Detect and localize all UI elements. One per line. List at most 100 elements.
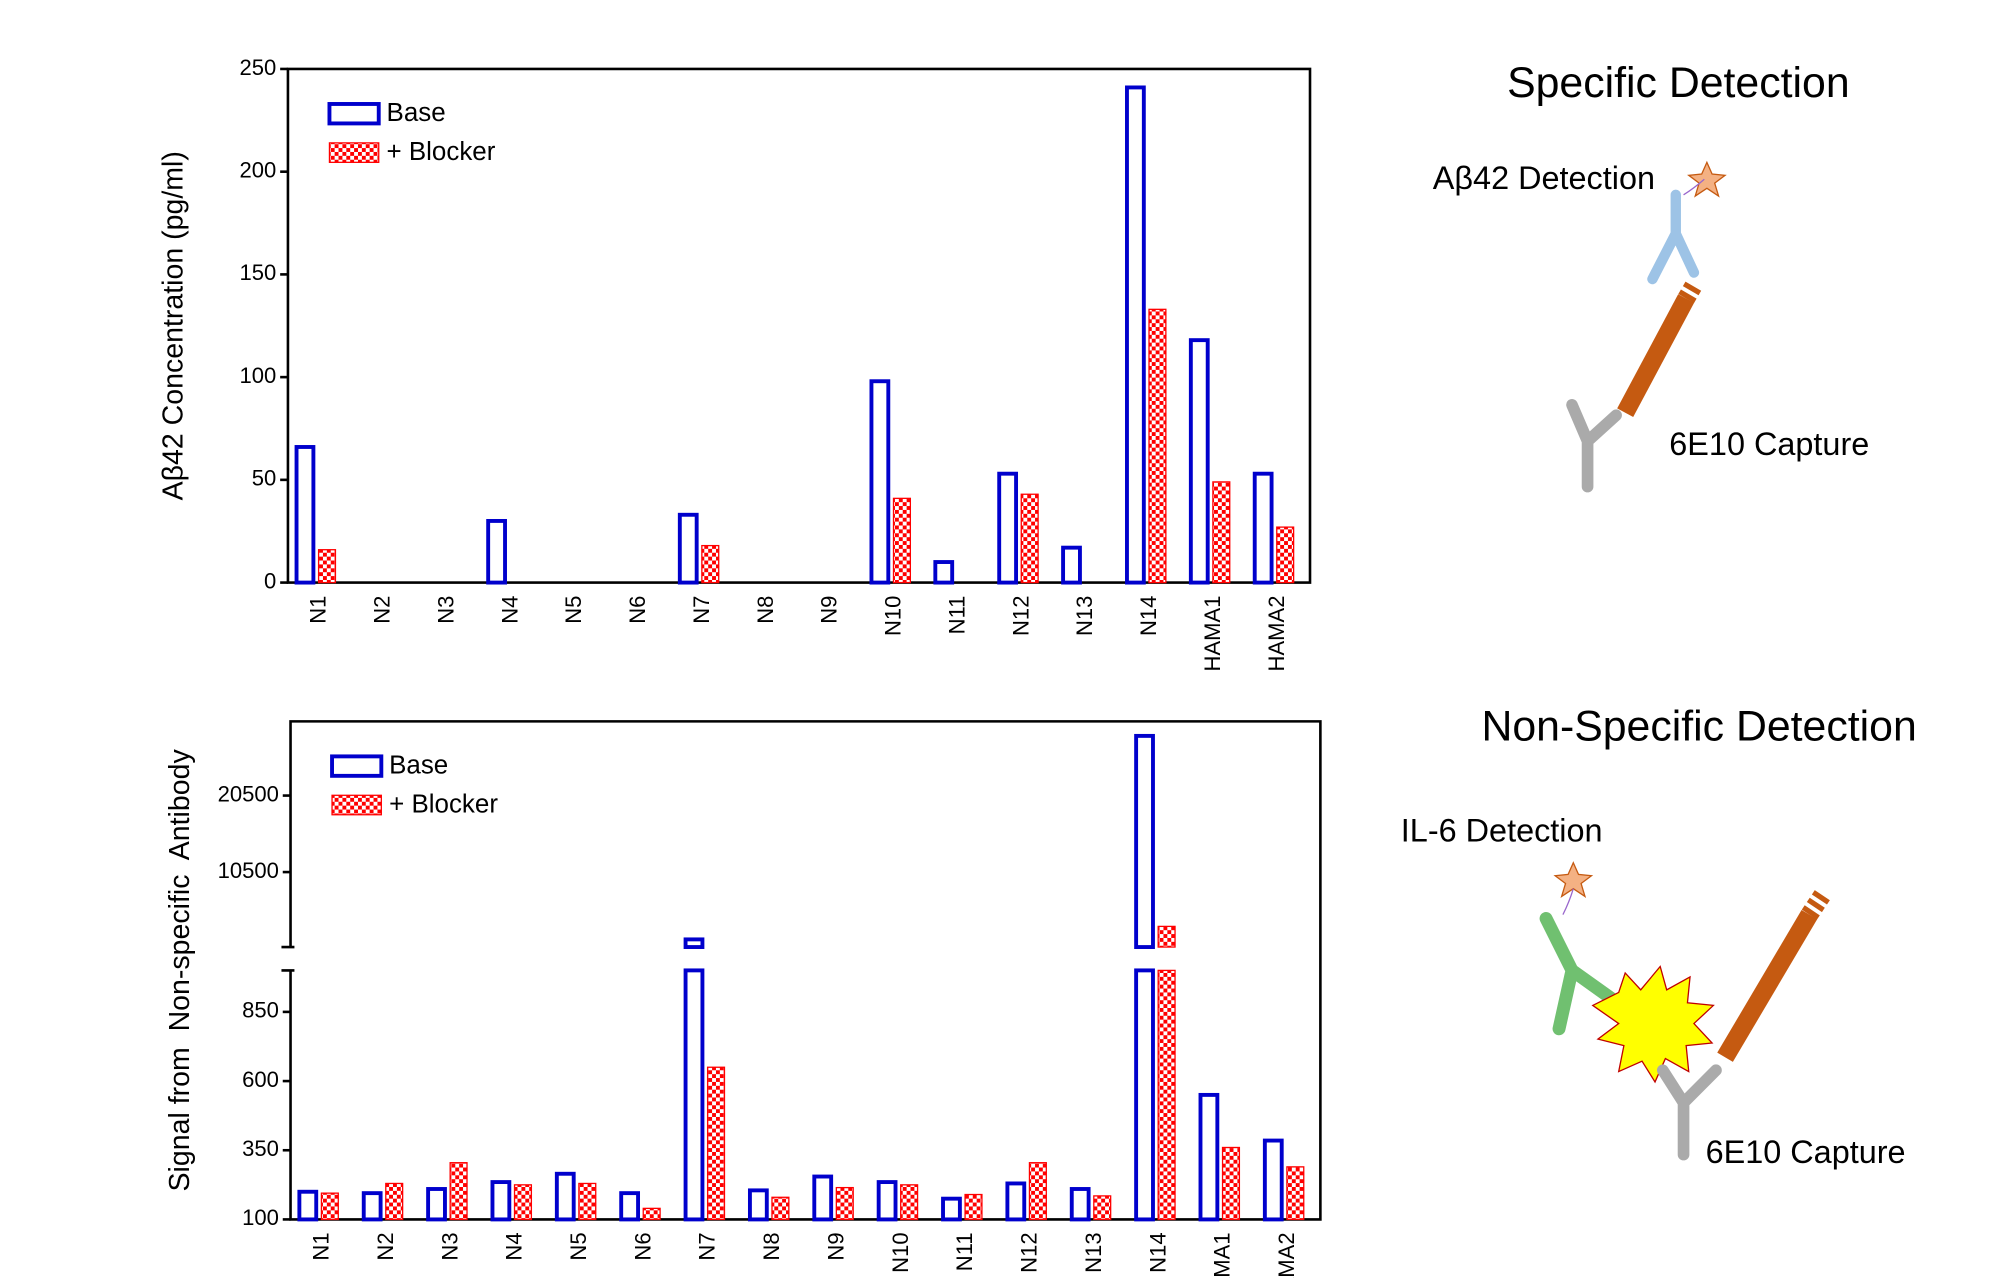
legend-label: + Blocker [387,138,496,166]
charts: 050100150200250Aβ42 Concentration (pg/ml… [158,55,1321,1278]
bar [1265,1141,1282,1220]
x-tick-label: N8 [753,596,778,624]
page: {"chart_data":[ {"type":"bar","y_label":… [0,0,2013,1278]
bar [680,515,697,583]
x-tick-label: N2 [370,596,395,624]
capture-label: 6E10 Capture [1706,1134,1906,1170]
bar [1029,1163,1046,1220]
y-tick-label: 200 [240,158,277,183]
bar [965,1195,982,1220]
bar [750,1190,767,1219]
x-tick-label: N12 [1008,596,1033,636]
x-tick-label: N5 [566,1232,591,1260]
y-tick-label: 100 [240,363,277,388]
y-axis-label: Aβ42 Concentration (pg/ml) [158,151,190,500]
bar [1191,340,1208,582]
bar [579,1183,596,1219]
diagram-title: Non-Specific Detection [1481,702,1916,750]
detection-antibody [1652,195,1694,279]
bar [492,1182,509,1219]
x-tick-label: N14 [1145,1232,1170,1272]
bar [1149,309,1166,582]
bar [879,1182,896,1219]
legend-swatch [332,795,381,814]
legend-swatch [332,756,381,775]
bar [999,474,1016,583]
interference-burst [1593,967,1714,1082]
x-tick-label: N4 [502,1232,527,1260]
y-tick-label: 10500 [218,858,279,883]
x-tick-label: N7 [689,596,714,624]
bar [686,970,703,1219]
rod-tip [1809,895,1822,914]
bar [686,939,703,947]
legend-label: Base [389,752,448,780]
label-star [1689,162,1725,196]
x-tick-label: N10 [888,1232,913,1272]
bar [1255,474,1272,583]
bar [772,1197,789,1219]
x-tick-label: N3 [433,596,458,624]
bar [893,498,910,582]
x-tick-label: N13 [1081,1232,1106,1272]
capture-rod [1625,299,1686,413]
bar [1158,970,1175,1219]
x-tick-label: N1 [306,596,331,624]
x-tick-label: N8 [759,1232,784,1260]
y-tick-label: 100 [242,1205,279,1230]
rod-tip [1686,283,1695,299]
y-tick-label: 50 [252,466,277,491]
bar [1200,1095,1217,1220]
bar [321,1193,338,1219]
bar [386,1183,403,1219]
bar [450,1163,467,1220]
capture-rod [1725,915,1809,1058]
bar [1136,736,1153,947]
bar [1063,548,1080,583]
bar [1223,1147,1240,1219]
y-tick-label: 350 [242,1136,279,1161]
bar [428,1189,445,1219]
legend-swatch [329,104,378,123]
detection-label: Aβ42 Detection [1433,160,1655,196]
x-tick-label: N9 [823,1232,848,1260]
bar [1277,527,1294,582]
capture-antibody [1572,405,1616,487]
y-axis-label: Signal from Non-specific Antibody [164,749,196,1192]
bar [364,1193,381,1219]
bar [901,1185,918,1220]
bar [1007,1183,1024,1219]
bar [297,447,314,583]
bar [1072,1189,1089,1219]
bar [1213,482,1230,583]
legend-swatch [329,143,378,162]
label-star [1555,863,1591,897]
x-tick-label: HAMA1 [1200,596,1225,672]
x-tick-label: N9 [817,596,842,624]
axis-break [281,947,294,970]
x-tick-label: N11 [944,596,969,635]
capture-label: 6E10 Capture [1669,426,1869,462]
y-tick-label: 250 [240,55,277,80]
x-tick-label: N5 [561,596,586,624]
bar [702,546,719,583]
bar [935,562,952,583]
x-tick-label: N3 [437,1232,462,1260]
x-tick-label: N11 [952,1232,977,1271]
bar [488,521,505,583]
bar [515,1185,532,1220]
bar [708,1067,725,1219]
bar [1127,87,1144,582]
bar [814,1177,831,1220]
bar [557,1174,574,1220]
x-tick-label: N14 [1136,596,1161,636]
x-tick-label: HAMA2 [1264,596,1289,672]
x-tick-label: HAMA2 [1274,1232,1299,1278]
bar [621,1193,638,1219]
figure: 050100150200250Aβ42 Concentration (pg/ml… [0,0,2013,1278]
bar [943,1199,960,1220]
bar [1021,494,1038,582]
bar [1287,1167,1304,1220]
bar [871,381,888,582]
legend-label: Base [387,99,446,127]
